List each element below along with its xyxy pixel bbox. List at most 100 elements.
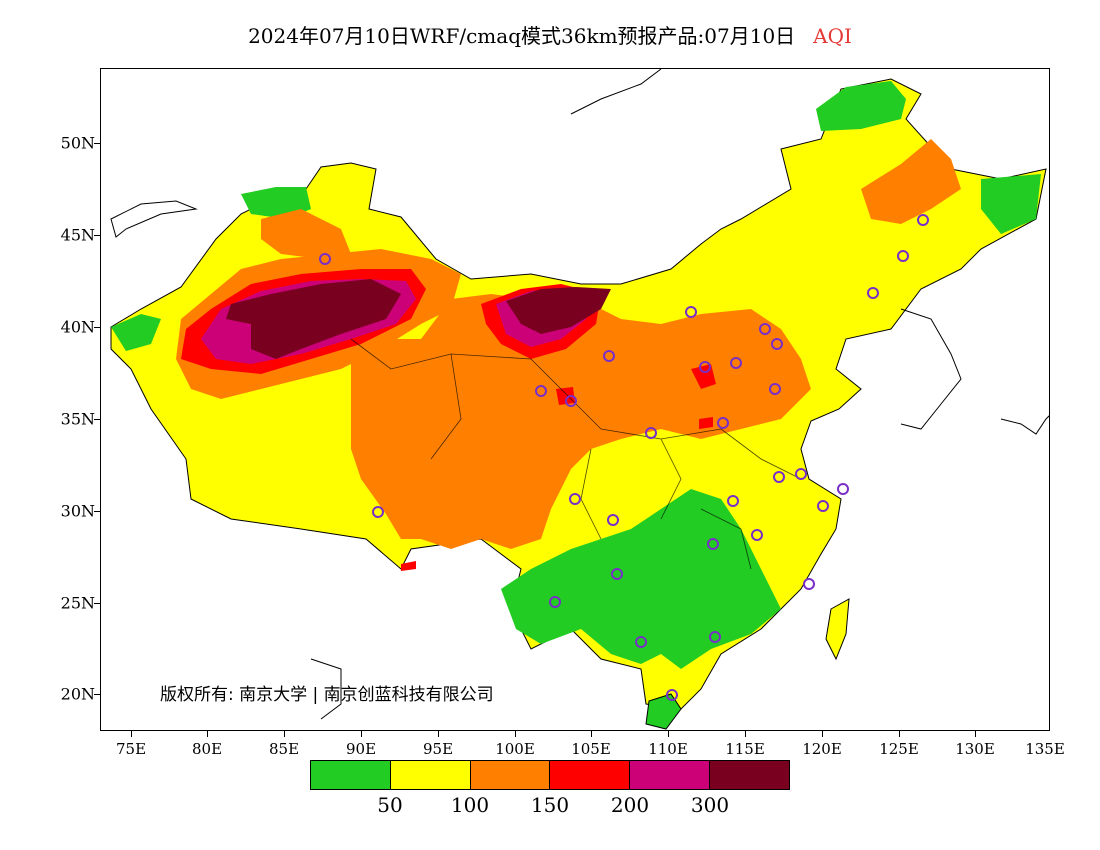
lat-tick [94, 603, 100, 604]
copyright-text: 版权所有: 南京大学 | 南京创蓝科技有限公司 [160, 685, 494, 705]
lon-tick [899, 731, 900, 737]
lon-label: 120E [802, 740, 842, 758]
legend-swatch-0 [311, 761, 391, 789]
lat-tick [94, 511, 100, 512]
city-marker [751, 529, 763, 541]
lon-tick [668, 731, 669, 737]
lon-tick [975, 731, 976, 737]
legend-swatch-3 [550, 761, 631, 789]
map-panel [100, 68, 1050, 731]
green-northeast [816, 81, 906, 131]
south-coast-fragment [310, 658, 342, 720]
lon-label: 90E [345, 740, 377, 758]
red-spot-tibet [401, 561, 416, 571]
city-marker [867, 287, 879, 299]
city-marker [319, 253, 331, 265]
green-west-edge [111, 314, 161, 351]
lon-label: 115E [725, 740, 765, 758]
lon-label: 95E [422, 740, 454, 758]
red-spot-hebei [699, 417, 713, 429]
maroon-alxa [506, 287, 611, 334]
lon-label: 75E [115, 740, 147, 758]
green-east [981, 174, 1041, 234]
lat-label: 25N [60, 593, 95, 613]
lon-label: 85E [268, 740, 300, 758]
lon-label: 130E [955, 740, 995, 758]
city-marker [727, 495, 739, 507]
city-marker [803, 578, 815, 590]
city-marker [607, 514, 619, 526]
city-marker [635, 636, 647, 648]
lat-tick [94, 327, 100, 328]
legend-swatch-1 [390, 761, 471, 789]
korea-coast [900, 308, 962, 430]
lat-label: 20N [60, 684, 95, 704]
lon-tick [361, 731, 362, 737]
orange-central [351, 294, 811, 549]
city-marker [773, 471, 785, 483]
lat-label: 50N [60, 133, 95, 153]
lon-label: 135E [1025, 740, 1065, 758]
city-marker [372, 506, 384, 518]
lat-label: 35N [60, 409, 95, 429]
variable-label: AQI [813, 24, 852, 48]
taiwan-island [825, 598, 850, 661]
lon-tick [591, 731, 592, 737]
legend-swatch-2 [470, 761, 551, 789]
green-south [501, 489, 781, 669]
city-marker [611, 568, 623, 580]
lon-label: 100E [495, 740, 535, 758]
orange-northwest-patch [261, 209, 351, 259]
map-title: 2024年07月10日WRF/cmaq模式36km预报产品:07月10日 AQI [0, 20, 1100, 49]
city-marker [795, 468, 807, 480]
lon-tick [822, 731, 823, 737]
city-marker [569, 493, 581, 505]
city-marker [535, 385, 547, 397]
city-marker [549, 596, 561, 608]
north-border-fragment [570, 69, 662, 115]
legend-swatch-5 [710, 761, 789, 789]
lon-tick [515, 731, 516, 737]
title-text: 2024年07月10日WRF/cmaq模式36km预报产品:07月10日 [248, 24, 796, 48]
city-marker [699, 361, 711, 373]
city-marker [709, 631, 721, 643]
maroon-taklimakan [226, 279, 401, 359]
lon-tick [438, 731, 439, 737]
lon-tick [745, 731, 746, 737]
city-marker [645, 427, 657, 439]
japan-coast [1000, 415, 1049, 435]
lat-tick [94, 694, 100, 695]
city-marker [565, 395, 577, 407]
legend-swatch-4 [630, 761, 711, 789]
legend-label: 200 [610, 793, 650, 817]
city-marker [837, 483, 849, 495]
city-marker [685, 306, 697, 318]
city-marker [897, 250, 909, 262]
lat-label: 45N [60, 225, 95, 245]
lon-label: 125E [879, 740, 919, 758]
city-marker [917, 214, 929, 226]
lon-tick [284, 731, 285, 737]
lat-label: 30N [60, 501, 95, 521]
lon-label: 105E [571, 740, 611, 758]
orange-northeast [861, 139, 961, 224]
color-legend [310, 760, 790, 790]
city-markers [319, 214, 929, 701]
lat-tick [94, 143, 100, 144]
lon-label: 110E [648, 740, 688, 758]
lat-tick [94, 419, 100, 420]
aqi-map [110, 69, 1049, 730]
lon-tick [207, 731, 208, 737]
legend-label: 100 [450, 793, 490, 817]
city-marker [759, 323, 771, 335]
northwest-coast [110, 200, 198, 238]
city-marker [707, 538, 719, 550]
legend-label: 300 [690, 793, 730, 817]
legend-label: 50 [377, 793, 403, 817]
lat-tick [94, 235, 100, 236]
city-marker [730, 357, 742, 369]
legend-label: 150 [530, 793, 570, 817]
city-marker [817, 500, 829, 512]
red-spot-shaanxi [556, 387, 575, 405]
city-marker [771, 338, 783, 350]
